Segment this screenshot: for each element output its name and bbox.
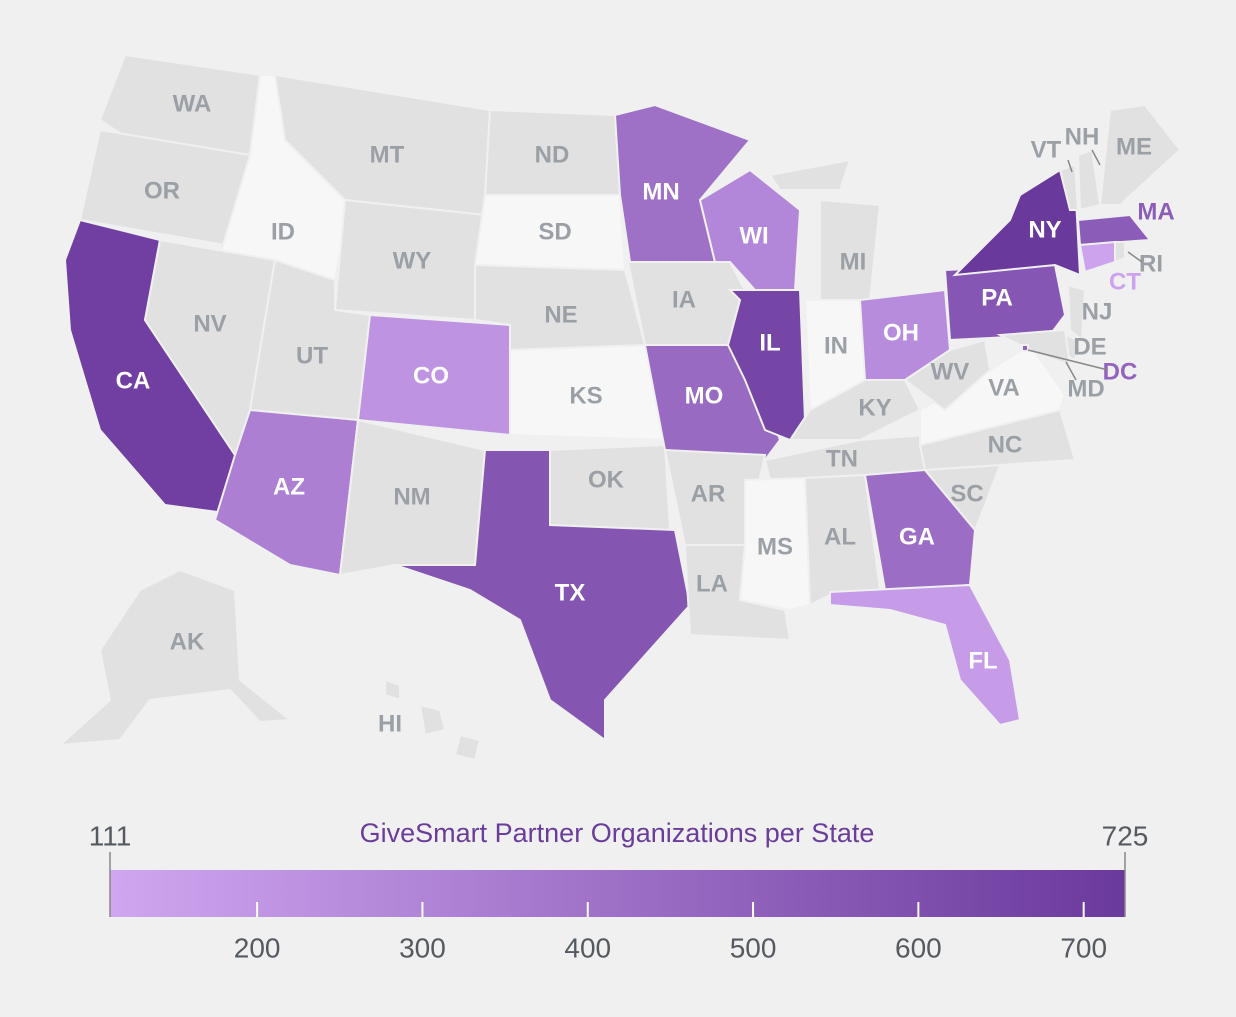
state-label: WI [739,222,768,249]
state [903,338,992,412]
state-label: UT [296,342,328,369]
state-label: ND [535,141,570,168]
state-label: MD [1067,375,1104,402]
leader-line [1127,251,1143,263]
state-label: AK [170,628,205,655]
state-label: MN [642,178,679,205]
state-label: RI [1139,250,1163,277]
state-label: MS [757,533,793,560]
state-labels: WA OR CA ID NV MT WY UT AZ CO NM ND SD NE KS OK TX MN IA MO… [116,90,1175,737]
leader-line [1027,349,1109,371]
state-label: WV [931,358,970,385]
state-label: IL [759,329,780,356]
state-label: OK [588,466,625,493]
state-label: KY [858,394,891,421]
tick-label: 500 [730,932,777,963]
state-label: FL [968,647,997,674]
state-label: NC [988,431,1023,458]
state-label: VA [988,374,1020,401]
tick-label: 700 [1060,932,1107,963]
state-label: WA [173,90,212,117]
tick-label: 600 [895,932,942,963]
state-label: NE [544,301,577,328]
state-label: ME [1116,133,1152,160]
state-label: NM [393,483,430,510]
state-label: TN [826,445,858,472]
state [1066,283,1087,343]
state [1098,103,1182,206]
state-label: OR [144,177,180,204]
state-label: ID [271,218,295,245]
state-label: CT [1109,268,1141,295]
state [1114,241,1126,264]
state [863,468,977,592]
state-label: DC [1103,358,1138,385]
state-label: SD [538,218,571,245]
state-label: WY [393,247,432,274]
state-label: NY [1028,216,1061,243]
state-label: GA [899,523,935,550]
state-label: CA [116,367,151,394]
state-label: MI [840,248,867,275]
state-label: NJ [1082,298,1113,325]
tick-label: 400 [564,932,611,963]
leader-line [1067,159,1073,173]
color-bar [110,870,1125,917]
state-label: NH [1065,123,1100,150]
legend-title: GiveSmart Partner Organizations per Stat… [360,818,875,848]
state [829,583,1022,727]
end-label: 111 [89,820,132,851]
state-label: CO [413,362,449,389]
state-label: SC [950,480,983,507]
state-label: DE [1073,333,1106,360]
state-label: AR [691,480,726,507]
end-label: 725 [1102,820,1149,851]
leader-line [1065,361,1077,381]
state-label: NV [193,310,226,337]
state-label: TX [555,579,586,606]
state-label: MO [685,382,724,409]
tick-label: 200 [234,932,281,963]
states [57,53,1182,762]
state-label: HI [378,710,402,737]
state-label: AL [824,523,856,550]
state-label: AZ [273,473,305,500]
state [726,289,807,442]
state-label: VT [1031,136,1062,163]
state [1021,344,1029,352]
state-label: KS [569,382,602,409]
leader-line [1091,149,1101,166]
state [57,568,293,747]
legend: 111 725 200 300 400 500 600 700 [89,820,1149,963]
state-label: MT [370,141,405,168]
state-label: IA [672,286,696,313]
state-label: MA [1137,198,1174,225]
state-label: IN [824,332,848,359]
tick-label: 300 [399,932,446,963]
state [384,678,482,762]
state-label: PA [981,284,1013,311]
state [394,449,692,742]
state [1076,213,1152,247]
state-label: OH [883,319,919,346]
state-label: LA [696,570,728,597]
